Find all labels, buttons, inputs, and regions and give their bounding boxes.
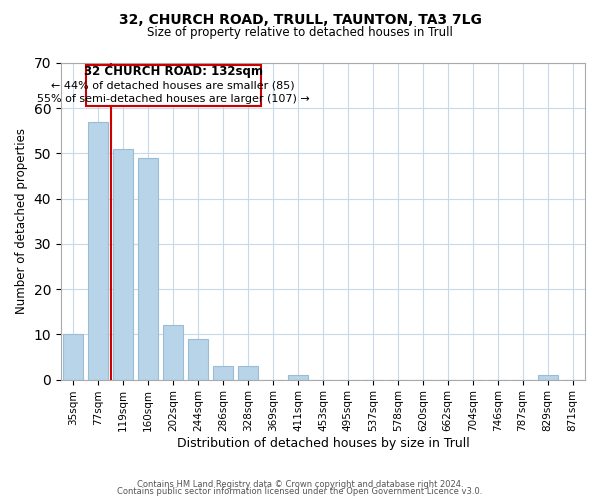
Bar: [113, 149, 133, 380]
Text: 32 CHURCH ROAD: 132sqm: 32 CHURCH ROAD: 132sqm: [84, 65, 263, 78]
Bar: [138, 158, 158, 380]
Bar: [213, 366, 233, 380]
Bar: [163, 326, 183, 380]
Text: Size of property relative to detached houses in Trull: Size of property relative to detached ho…: [147, 26, 453, 39]
Bar: [238, 366, 258, 380]
Bar: [538, 375, 557, 380]
Bar: [288, 375, 308, 380]
Text: 55% of semi-detached houses are larger (107) →: 55% of semi-detached houses are larger (…: [37, 94, 310, 104]
Bar: [188, 339, 208, 380]
FancyBboxPatch shape: [86, 66, 260, 106]
Text: 32, CHURCH ROAD, TRULL, TAUNTON, TA3 7LG: 32, CHURCH ROAD, TRULL, TAUNTON, TA3 7LG: [119, 12, 481, 26]
Text: Contains HM Land Registry data © Crown copyright and database right 2024.: Contains HM Land Registry data © Crown c…: [137, 480, 463, 489]
Bar: [64, 334, 83, 380]
Text: Contains public sector information licensed under the Open Government Licence v3: Contains public sector information licen…: [118, 487, 482, 496]
X-axis label: Distribution of detached houses by size in Trull: Distribution of detached houses by size …: [176, 437, 469, 450]
Bar: [88, 122, 109, 380]
Text: ← 44% of detached houses are smaller (85): ← 44% of detached houses are smaller (85…: [52, 80, 295, 90]
Y-axis label: Number of detached properties: Number of detached properties: [15, 128, 28, 314]
